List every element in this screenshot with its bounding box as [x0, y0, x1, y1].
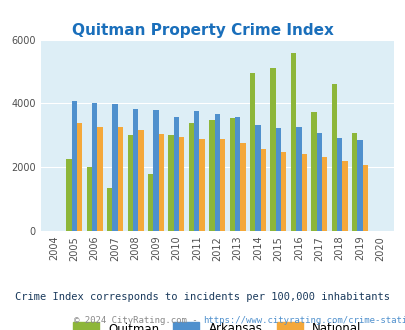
- Bar: [158, 134, 164, 231]
- Text: Quitman Property Crime Index: Quitman Property Crime Index: [72, 23, 333, 38]
- Bar: [351, 133, 356, 231]
- Text: https://www.cityrating.com/crime-statistics/: https://www.cityrating.com/crime-statist…: [202, 315, 405, 325]
- Bar: [168, 135, 173, 231]
- Bar: [148, 174, 153, 231]
- Bar: [275, 128, 280, 231]
- Bar: [77, 123, 82, 231]
- Bar: [107, 188, 112, 231]
- Bar: [270, 68, 275, 231]
- Bar: [249, 73, 255, 231]
- Text: Crime Index corresponds to incidents per 100,000 inhabitants: Crime Index corresponds to incidents per…: [15, 292, 390, 302]
- Bar: [362, 165, 367, 231]
- Bar: [255, 125, 260, 231]
- Bar: [356, 140, 362, 231]
- Bar: [87, 167, 92, 231]
- Bar: [214, 114, 220, 231]
- Bar: [173, 117, 179, 231]
- Bar: [112, 104, 117, 231]
- Bar: [92, 103, 97, 231]
- Bar: [311, 112, 316, 231]
- Bar: [234, 117, 240, 231]
- Bar: [179, 137, 184, 231]
- Bar: [153, 110, 158, 231]
- Bar: [296, 127, 301, 231]
- Bar: [240, 143, 245, 231]
- Bar: [71, 102, 77, 231]
- Bar: [220, 140, 225, 231]
- Text: © 2024 CityRating.com -: © 2024 CityRating.com -: [74, 315, 202, 325]
- Bar: [260, 149, 265, 231]
- Bar: [331, 84, 336, 231]
- Bar: [229, 118, 234, 231]
- Bar: [290, 53, 296, 231]
- Bar: [280, 152, 286, 231]
- Bar: [138, 130, 143, 231]
- Bar: [117, 127, 123, 231]
- Bar: [66, 159, 71, 231]
- Bar: [341, 161, 347, 231]
- Bar: [188, 123, 194, 231]
- Bar: [132, 109, 138, 231]
- Bar: [336, 139, 341, 231]
- Bar: [321, 157, 326, 231]
- Bar: [97, 127, 102, 231]
- Bar: [199, 139, 204, 231]
- Bar: [209, 120, 214, 231]
- Bar: [194, 111, 199, 231]
- Bar: [316, 133, 321, 231]
- Legend: Quitman, Arkansas, National: Quitman, Arkansas, National: [68, 317, 365, 330]
- Bar: [127, 135, 132, 231]
- Bar: [301, 154, 306, 231]
